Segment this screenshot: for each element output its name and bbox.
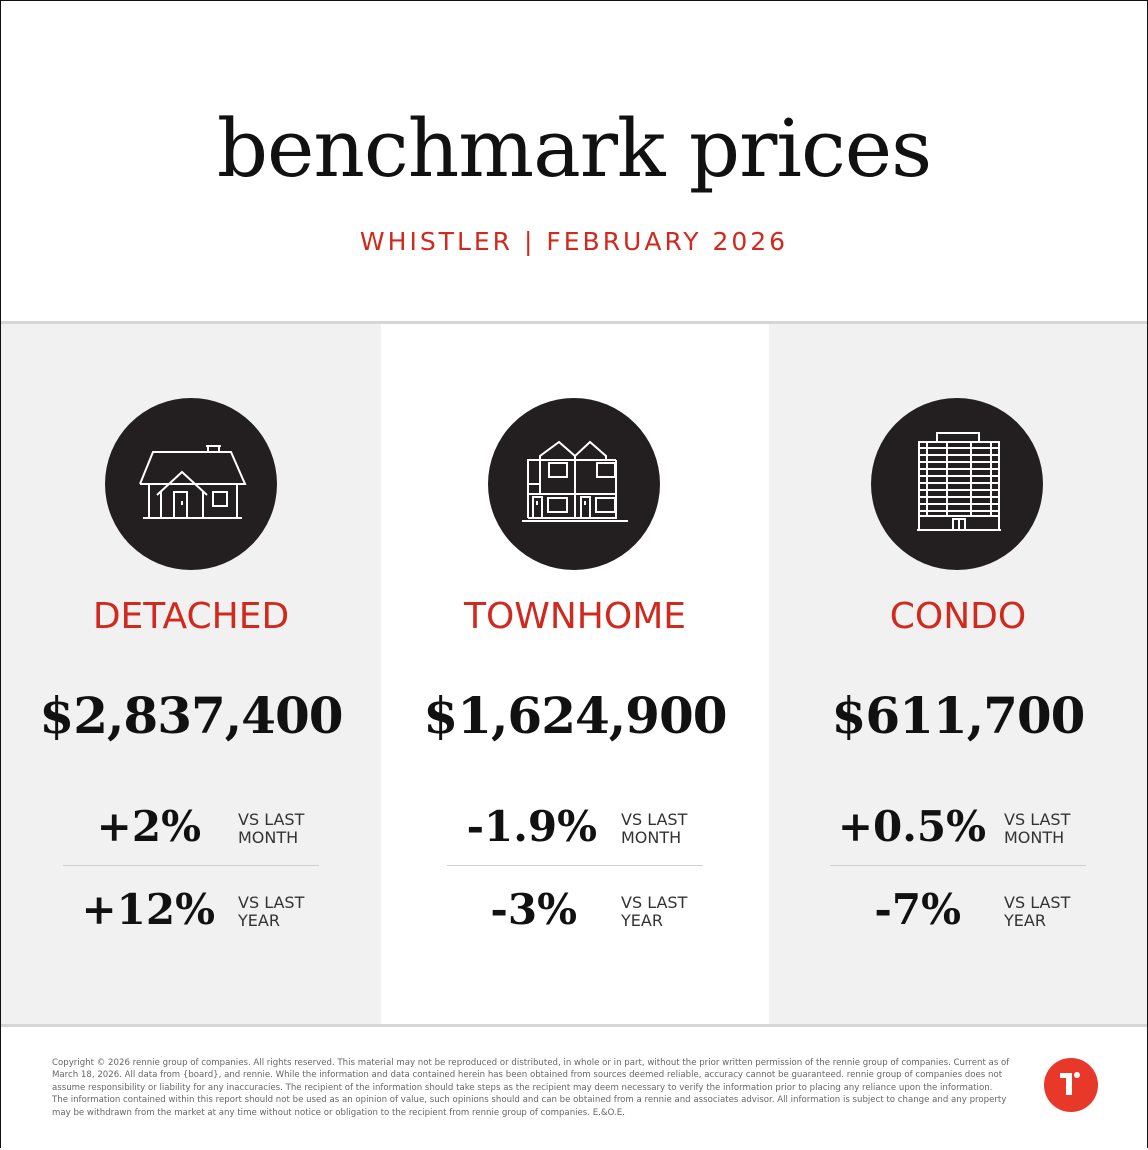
year-change-row: -7% VS LAST YEAR: [769, 885, 1147, 945]
month-label-line-2: MONTH: [238, 828, 299, 847]
month-label-line-2: MONTH: [621, 828, 682, 847]
category-label: DETACHED: [92, 596, 290, 637]
benchmark-price: $1,624,900: [423, 686, 727, 745]
category-townhome: TOWNHOME $1,624,900 -1.9% VS LAST MONTH …: [381, 324, 769, 1024]
year-label-line-1: VS LAST: [1004, 893, 1071, 912]
year-label-line-2: YEAR: [1004, 911, 1046, 930]
year-change-label: VS LAST YEAR: [621, 894, 741, 930]
year-change-row: -3% VS LAST YEAR: [381, 885, 769, 945]
category-label: CONDO: [889, 596, 1027, 637]
category-detached: DETACHED $2,837,400 +2% VS LAST MONTH +1…: [1, 324, 381, 1024]
year-change-label: VS LAST YEAR: [1004, 894, 1124, 930]
divider: [830, 865, 1086, 866]
footer: Copyright © 2026 rennie group of compani…: [1, 1024, 1147, 1150]
month-change-row: +2% VS LAST MONTH: [1, 802, 381, 862]
month-change-value: +2%: [96, 802, 201, 851]
month-label-line-1: VS LAST: [238, 810, 305, 829]
divider: [63, 865, 319, 866]
year-change-label: VS LAST YEAR: [238, 894, 358, 930]
townhome-icon: [488, 398, 660, 570]
divider: [447, 865, 703, 866]
category-label: TOWNHOME: [463, 596, 687, 637]
month-change-label: VS LAST MONTH: [238, 811, 358, 847]
page-title: benchmark prices: [216, 102, 932, 195]
month-change-row: -1.9% VS LAST MONTH: [381, 802, 769, 862]
month-label-line-1: VS LAST: [621, 810, 688, 829]
month-change-value: -1.9%: [466, 802, 597, 851]
category-condo: CONDO $611,700 +0.5% VS LAST MONTH -7% V…: [769, 324, 1147, 1024]
year-label-line-2: YEAR: [238, 911, 280, 930]
month-change-label: VS LAST MONTH: [621, 811, 741, 847]
year-change-row: +12% VS LAST YEAR: [1, 885, 381, 945]
year-change-value: -3%: [490, 885, 577, 934]
month-change-label: VS LAST MONTH: [1004, 811, 1124, 847]
header: benchmark prices WHISTLER | FEBRUARY 202…: [1, 1, 1147, 324]
condo-building-icon: [871, 398, 1043, 570]
year-change-value: +12%: [81, 885, 215, 934]
detached-house-icon: [105, 398, 277, 570]
month-label-line-1: VS LAST: [1004, 810, 1071, 829]
benchmark-price: $2,837,400: [39, 686, 343, 745]
year-label-line-1: VS LAST: [238, 893, 305, 912]
page-subtitle: WHISTLER | FEBRUARY 2026: [359, 227, 789, 256]
month-change-value: +0.5%: [837, 802, 986, 851]
year-change-value: -7%: [874, 885, 961, 934]
year-label-line-1: VS LAST: [621, 893, 688, 912]
month-label-line-2: MONTH: [1004, 828, 1065, 847]
disclaimer-text: Copyright © 2026 rennie group of compani…: [52, 1058, 1010, 1118]
year-label-line-2: YEAR: [621, 911, 663, 930]
category-columns: DETACHED $2,837,400 +2% VS LAST MONTH +1…: [1, 324, 1147, 1024]
benchmark-price: $611,700: [831, 686, 1086, 745]
rennie-logo[interactable]: [1044, 1058, 1098, 1112]
month-change-row: +0.5% VS LAST MONTH: [769, 802, 1147, 862]
